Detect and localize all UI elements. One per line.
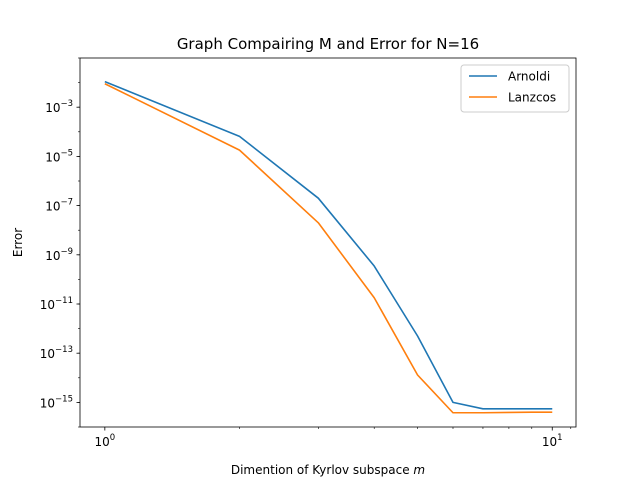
legend-label-arnoldi: Arnoldi — [508, 70, 550, 84]
axes-frame — [79, 57, 577, 428]
plot-area — [104, 80, 553, 414]
y-tick-label: 10−13 — [40, 345, 73, 361]
series-line-lanzcos — [104, 83, 553, 414]
legend: Arnoldi Lanzcos — [460, 64, 570, 113]
y-tick-label: 10−5 — [45, 148, 73, 164]
y-tick-label: 10−15 — [40, 394, 73, 410]
chart-title: Graph Compairing M and Error for N=16 — [177, 35, 479, 53]
y-axis-label: Error — [11, 228, 25, 257]
y-tick-label: 10−9 — [45, 247, 73, 263]
series-line-arnoldi — [104, 80, 553, 410]
x-tick-label: 101 — [542, 433, 563, 449]
y-tick-label: 10−7 — [45, 198, 73, 214]
legend-label-lanzcos: Lanzcos — [508, 91, 556, 105]
y-tick-label: 10−11 — [40, 296, 73, 312]
x-axis: 100 101 — [94, 427, 572, 449]
y-tick-label: 10−3 — [45, 99, 73, 115]
x-axis-label: Dimention of Kyrlov subspace m — [231, 463, 425, 477]
x-tick-label: 100 — [94, 433, 115, 449]
y-axis: 10−3 10−5 10−7 10−9 10−11 10−13 10−15 — [40, 57, 80, 428]
